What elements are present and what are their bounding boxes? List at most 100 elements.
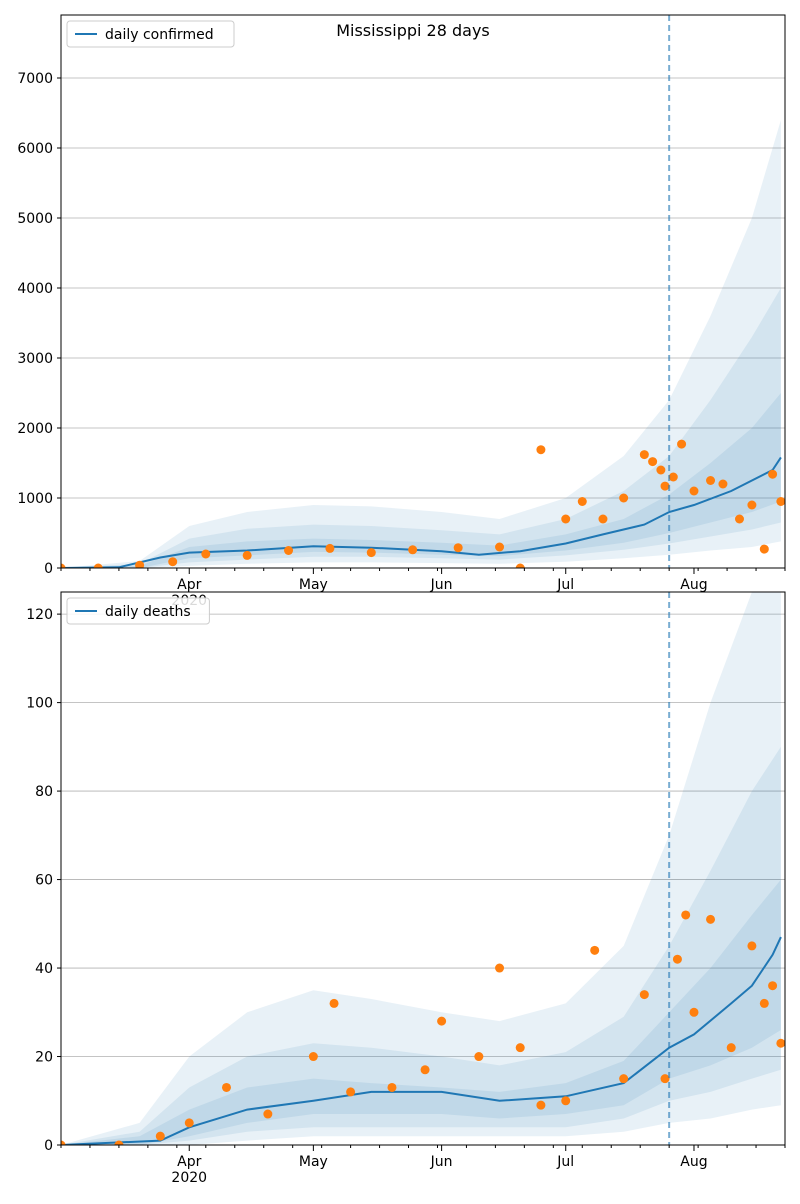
- legend-label: daily deaths: [105, 604, 191, 620]
- data-point: [420, 1065, 430, 1075]
- plot-area: [61, 120, 785, 568]
- data-point: [61, 563, 66, 568]
- legend-box: [66, 20, 235, 48]
- data-point: [61, 1140, 66, 1145]
- y-tick-label: 20: [35, 1050, 53, 1066]
- x-tick-label: Aug: [680, 1154, 707, 1170]
- data-point: [706, 476, 716, 485]
- confidence-band: [61, 746, 781, 1145]
- data-point: [201, 549, 211, 559]
- data-point: [437, 1016, 447, 1026]
- data-point: [747, 500, 757, 510]
- data-point: [536, 445, 546, 455]
- x-tick-label: Aug: [680, 577, 707, 593]
- confidence-band: [61, 592, 781, 1145]
- y-tick-label: 0: [44, 561, 53, 577]
- data-point: [155, 1131, 165, 1141]
- data-point: [639, 450, 649, 460]
- confidence-band: [61, 879, 781, 1145]
- y-tick-label: 2000: [17, 421, 53, 437]
- chart-panel-1: 01000200030004000500060007000Apr2020MayJ…: [17, 14, 786, 609]
- y-tick-label: 80: [35, 784, 53, 800]
- data-point: [168, 557, 178, 567]
- data-point: [184, 1118, 194, 1128]
- legend: daily confirmed: [66, 20, 235, 48]
- x-tick-label: Jul: [556, 1154, 574, 1170]
- data-point: [284, 546, 294, 555]
- data-point: [639, 990, 649, 1000]
- x-tick-label: Jul: [556, 577, 574, 593]
- x-tick-label: Jun: [430, 1154, 453, 1170]
- y-tick-label: 6000: [17, 141, 53, 157]
- data-point: [263, 1109, 273, 1119]
- y-tick-label: 1000: [17, 491, 53, 507]
- data-point: [495, 542, 505, 552]
- y-tick-label: 0: [44, 1138, 53, 1154]
- data-point: [734, 514, 744, 524]
- plot-area: [61, 592, 785, 1145]
- data-point: [668, 472, 678, 482]
- y-tick-label: 100: [26, 696, 53, 712]
- data-point: [590, 945, 600, 955]
- y-tick-label: 120: [26, 607, 53, 623]
- data-point: [495, 963, 505, 973]
- data-point: [660, 1074, 670, 1084]
- data-point: [308, 1052, 318, 1062]
- data-point: [681, 910, 691, 920]
- y-tick-label: 3000: [17, 351, 53, 367]
- chart-title: Mississippi 28 days: [336, 21, 490, 40]
- data-point: [93, 563, 103, 568]
- axes-frame: [60, 591, 786, 1146]
- x-tick-label: Apr: [177, 577, 201, 593]
- y-tick-label: 7000: [17, 71, 53, 87]
- data-point: [346, 1087, 356, 1097]
- data-point: [689, 486, 699, 496]
- x-tick-label: May: [299, 1154, 328, 1170]
- data-point: [759, 998, 769, 1008]
- data-point: [648, 457, 658, 467]
- data-point: [325, 543, 335, 553]
- y-tick-label: 40: [35, 961, 53, 977]
- data-point: [561, 514, 571, 524]
- data-point: [718, 479, 728, 489]
- data-point: [387, 1082, 397, 1092]
- data-point: [619, 1074, 629, 1084]
- data-point: [366, 548, 376, 558]
- x-tick-sublabel: 2020: [171, 1170, 207, 1186]
- data-point: [747, 941, 757, 951]
- data-point: [768, 981, 778, 991]
- data-point: [689, 1007, 699, 1017]
- data-point: [329, 998, 339, 1008]
- y-tick-label: 60: [35, 873, 53, 889]
- data-point: [221, 1082, 231, 1092]
- data-point: [536, 1100, 546, 1110]
- data-point: [577, 497, 587, 506]
- data-point: [776, 1038, 785, 1048]
- x-tick-label: May: [299, 577, 328, 593]
- data-point: [515, 563, 525, 568]
- axes-frame: [60, 14, 786, 569]
- legend-label: daily confirmed: [105, 27, 214, 43]
- data-point: [408, 545, 418, 555]
- data-point: [672, 954, 682, 964]
- series-line: [61, 936, 782, 1145]
- data-point: [453, 543, 463, 553]
- x-tick-label: Apr: [177, 1154, 201, 1170]
- data-point: [515, 1043, 525, 1053]
- data-point: [660, 481, 670, 491]
- data-point: [656, 465, 666, 475]
- data-point: [242, 550, 252, 560]
- data-point: [726, 1043, 736, 1053]
- data-point: [706, 914, 716, 924]
- x-tick-label: Jun: [430, 577, 453, 593]
- legend-box: [66, 597, 210, 625]
- data-point: [776, 497, 785, 506]
- data-point: [759, 544, 769, 554]
- data-point: [561, 1096, 571, 1106]
- confidence-band: [61, 120, 781, 568]
- data-point: [619, 493, 629, 503]
- data-point: [474, 1052, 484, 1062]
